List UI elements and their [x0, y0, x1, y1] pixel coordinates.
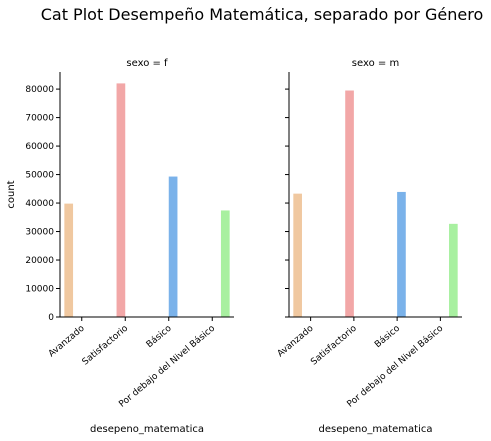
x-tick-label: Satisfactorio [309, 323, 359, 367]
y-tick-label: 20000 [25, 256, 54, 266]
facet-title: sexo = m [352, 58, 399, 69]
facets: sexo = f 0 10000 20000 30000 40000 50000 60000 7… [6, 58, 462, 435]
bar-f-3 [168, 176, 178, 317]
x-tick-label: Avanzado [47, 323, 87, 359]
x-tick-label: Avanzado [276, 323, 316, 359]
y-tick-label: 60000 [25, 142, 54, 152]
y-tick-label: 50000 [25, 171, 54, 181]
bar-m-1 [293, 193, 302, 317]
x-tick-label: Básico [145, 323, 174, 350]
facet-1: sexo = f 0 10000 20000 30000 40000 50000 60000 7… [25, 58, 234, 435]
y-tick-label: 10000 [25, 285, 54, 295]
x-tick-label: Básico [373, 323, 402, 350]
chart-title: Cat Plot Desempeño Matemática, separado … [41, 5, 484, 24]
y-tick-label: 30000 [25, 228, 54, 238]
y-tick-label: 80000 [25, 85, 54, 95]
bar-m-2 [345, 90, 354, 317]
facet-title: sexo = f [126, 58, 168, 69]
bar-m-4 [449, 223, 458, 317]
x-tick-label: Satisfactorio [81, 323, 131, 367]
x-axis-label: desepeno_matematica [90, 424, 204, 435]
y-tick-label: 40000 [25, 199, 54, 209]
y-tick-label: 0 [48, 313, 54, 323]
y-tick-label: 70000 [25, 114, 54, 124]
bar-f-4 [220, 210, 230, 317]
bar-f-1 [64, 203, 74, 317]
bar-f-2 [116, 83, 126, 317]
x-axis-label: desepeno_matematica [319, 424, 433, 435]
y-axis-label: count [6, 180, 17, 208]
bar-m-3 [397, 191, 406, 317]
